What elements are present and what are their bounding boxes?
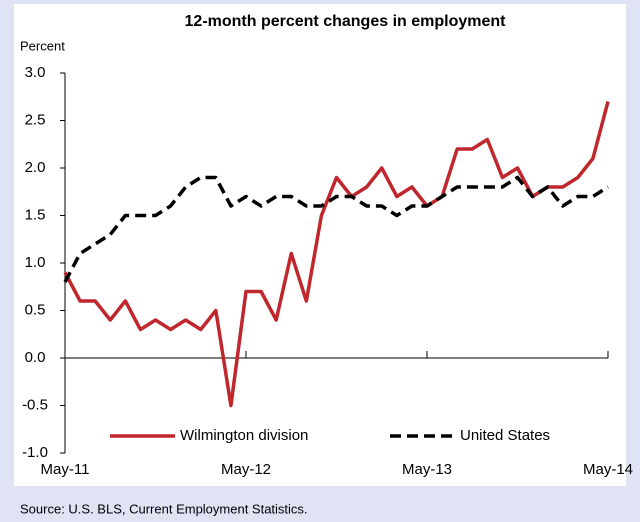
- x-tick-label: May-12: [221, 461, 271, 478]
- x-tick-label: May-13: [402, 461, 452, 478]
- y-tick-label: 1.0: [25, 254, 46, 271]
- y-tick-label: 1.5: [25, 206, 46, 223]
- y-tick-label: 0.0: [25, 349, 46, 366]
- legend-label: Wilmington division: [180, 427, 308, 444]
- y-tick-label: 2.0: [25, 159, 46, 176]
- y-tick-label: 0.5: [25, 301, 46, 318]
- legend-label: United States: [460, 427, 550, 444]
- series-line: [63, 175, 609, 283]
- series-line: [63, 101, 610, 408]
- x-tick-label: May-11: [41, 461, 90, 478]
- y-axis-label: Percent: [20, 38, 65, 53]
- y-tick-label: 3.0: [25, 64, 46, 81]
- x-tick-label: May-14: [583, 461, 633, 478]
- chart-title: 12-month percent changes in employment: [185, 13, 507, 30]
- y-tick-label: -0.5: [22, 396, 48, 413]
- source: Source: U.S. BLS, Current Employment Sta…: [20, 501, 308, 516]
- y-tick-label: 2.5: [25, 111, 46, 128]
- y-tick-label: -1.0: [22, 444, 48, 461]
- panel: [14, 4, 626, 486]
